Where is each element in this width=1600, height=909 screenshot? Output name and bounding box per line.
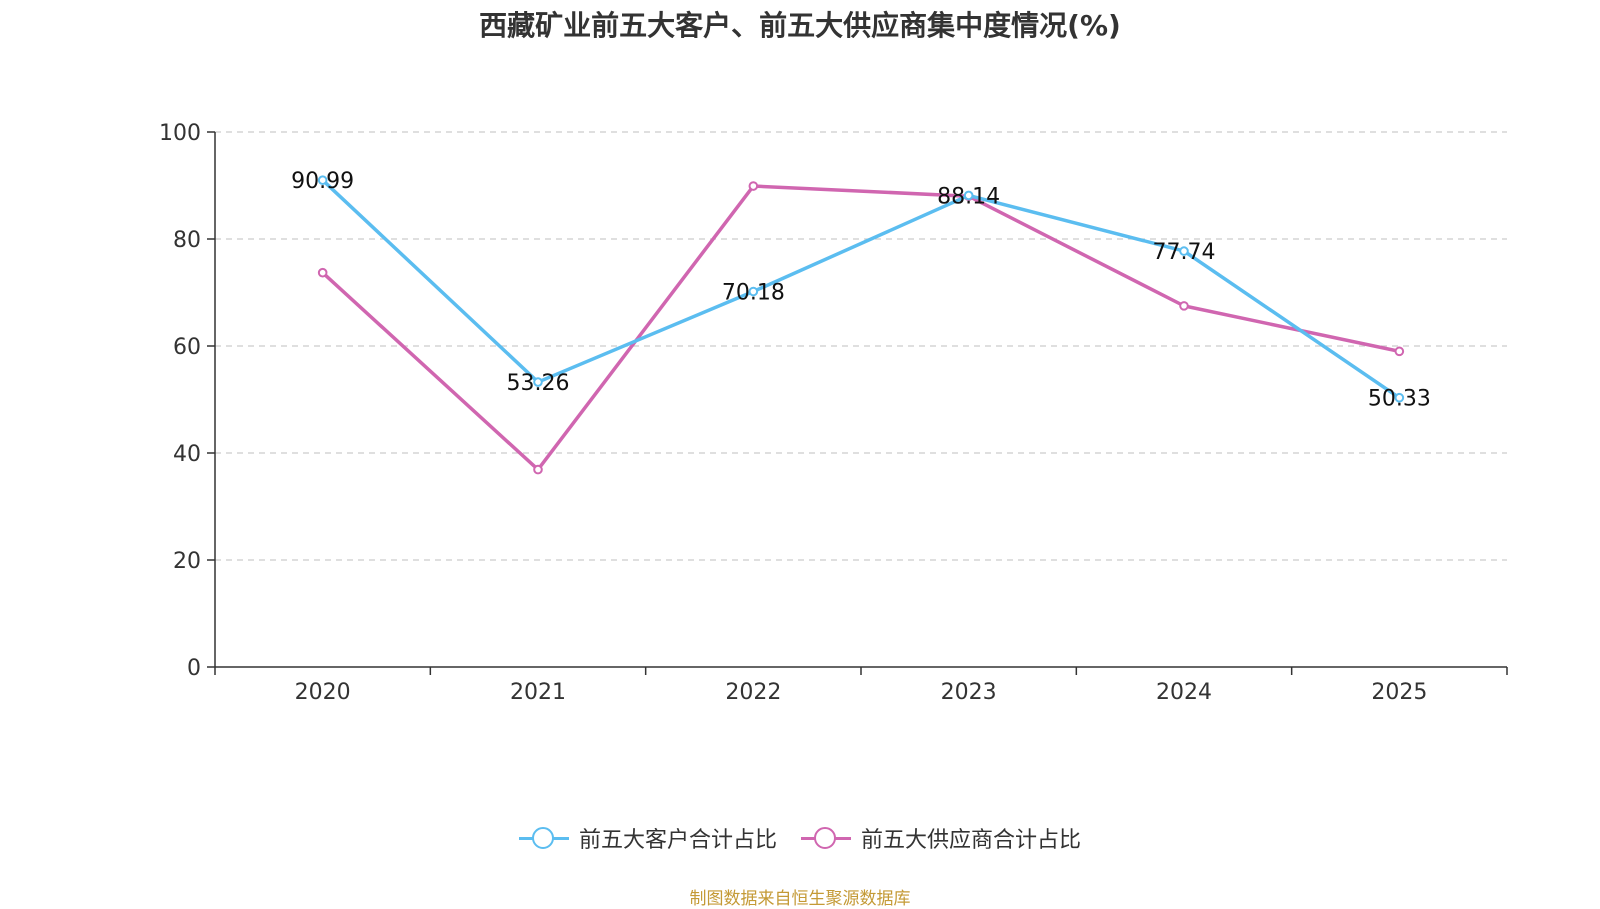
y-tick-label-40: 40 — [173, 442, 201, 467]
point-series0-2025 — [1394, 392, 1405, 403]
x-tick-label-2025: 2025 — [1371, 680, 1427, 705]
point-series1-2024 — [1179, 301, 1189, 311]
chart-title: 西藏矿业前五大客户、前五大供应商集中度情况(%) — [479, 9, 1121, 42]
legend-item-suppliers[interactable]: 前五大供应商合计占比 — [801, 822, 1081, 854]
legend-label-suppliers: 前五大供应商合计占比 — [861, 828, 1082, 853]
legend-item-customers[interactable]: 前五大客户合计占比 — [518, 822, 777, 854]
data-label-2021: 53.26 — [507, 371, 570, 396]
point-series0-2023 — [963, 190, 974, 201]
x-tick-label-2021: 2021 — [510, 680, 566, 705]
point-series0-2021 — [533, 377, 543, 387]
x-tick-label-2020: 2020 — [295, 680, 351, 705]
y-tick-label-20: 20 — [173, 549, 201, 574]
point-series1-2022 — [748, 181, 759, 191]
y-tick-label-80: 80 — [173, 228, 201, 253]
x-tick-label-2023: 2023 — [941, 680, 997, 705]
point-series0-2022 — [748, 286, 759, 297]
grid-layer — [215, 131, 1507, 561]
legend-marker-customers-icon — [518, 826, 569, 850]
source-note: 制图数据来自恒生聚源数据库 — [689, 889, 911, 909]
data-label-2024: 77.74 — [1153, 240, 1216, 265]
y-tick-label-0: 0 — [187, 656, 201, 681]
series-line-1 — [321, 184, 1400, 472]
data-label-2023: 88.14 — [937, 184, 1000, 209]
legend-label-customers: 前五大客户合计占比 — [578, 828, 777, 853]
point-series0-2020 — [317, 175, 328, 186]
point-series0-2024 — [1179, 246, 1189, 256]
data-label-2022: 70.18 — [722, 281, 785, 306]
x-tick-label-2022: 2022 — [725, 680, 781, 705]
point-series1-2021 — [533, 464, 543, 475]
y-tick-label-60: 60 — [173, 335, 201, 360]
x-tick-label-2024: 2024 — [1156, 680, 1212, 705]
legend-marker-suppliers-icon — [801, 826, 851, 850]
series-layer — [317, 175, 1405, 475]
point-series1-2020 — [317, 267, 328, 278]
legend: 前五大客户合计占比 前五大供应商合计占比 — [0, 822, 1600, 854]
data-label-2020: 90.99 — [291, 169, 354, 194]
data-label-2025: 50.33 — [1368, 387, 1431, 412]
label-layer: 90.99 53.26 70.18 88.14 77.74 50.33 — [291, 169, 1431, 412]
series-line-0 — [321, 178, 1401, 400]
axis-layer: 0 20 40 60 80 100 2020 2021 2022 2023 2024 2025 — [159, 121, 1508, 705]
y-tick-label-100: 100 — [159, 121, 201, 146]
point-series1-2025 — [1394, 346, 1405, 357]
